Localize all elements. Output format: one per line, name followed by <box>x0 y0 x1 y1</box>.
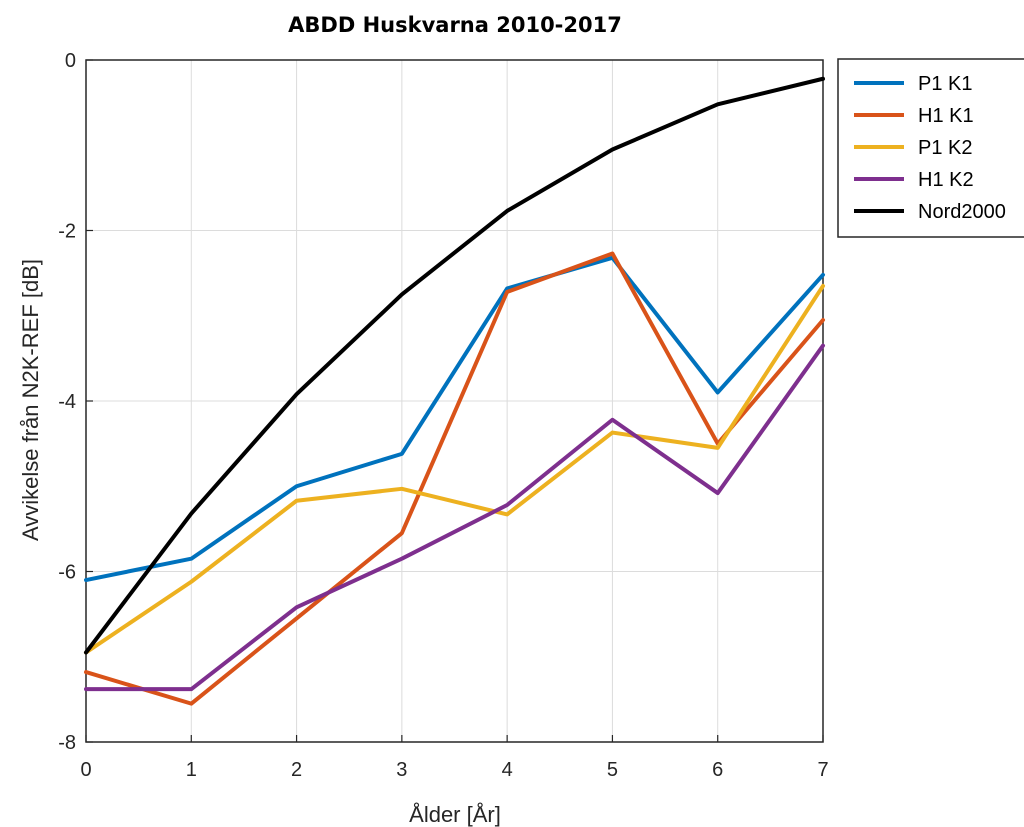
grid <box>86 60 823 742</box>
x-tick-label: 7 <box>817 759 828 781</box>
y-tick-label: 0 <box>65 50 76 72</box>
x-tick-label: 6 <box>712 759 723 781</box>
series-line-nord2000 <box>84 76 825 655</box>
legend-label-h1-k2: H1 K2 <box>918 169 974 191</box>
series-line-p1-k2 <box>84 283 825 655</box>
chart-title: ABDD Huskvarna 2010-2017 <box>288 13 622 37</box>
y-tick-label: -2 <box>58 221 76 243</box>
legend: P1 K1 H1 K1 P1 K2 H1 K2 Nord2000 <box>837 58 1024 238</box>
legend-label-p1-k2: P1 K2 <box>918 137 972 159</box>
series-line-p1-k1 <box>84 255 825 583</box>
x-tick-label: 1 <box>186 759 197 781</box>
y-tick-label: -6 <box>58 562 76 584</box>
series-line-h1-k1 <box>84 251 825 706</box>
series-lines <box>84 76 825 706</box>
legend-label-p1-k1: P1 K1 <box>918 73 972 95</box>
y-tick-label: -4 <box>58 391 76 413</box>
x-tick-label: 0 <box>80 759 91 781</box>
y-tick-label: -8 <box>58 732 76 754</box>
tick-labels: 0 1 2 3 4 5 6 7 0 -2 -4 -6 -8 <box>58 50 828 781</box>
x-tick-label: 2 <box>291 759 302 781</box>
x-tick-label: 3 <box>396 759 407 781</box>
legend-label-h1-k1: H1 K1 <box>918 105 974 127</box>
x-tick-label: 4 <box>502 759 513 781</box>
y-axis-label: Avvikelse från N2K-REF [dB] <box>18 259 43 541</box>
x-tick-label: 5 <box>607 759 618 781</box>
legend-label-nord2000: Nord2000 <box>918 201 1006 223</box>
x-axis-label: Ålder [År] <box>409 802 501 827</box>
series-line-h1-k2 <box>84 343 825 692</box>
